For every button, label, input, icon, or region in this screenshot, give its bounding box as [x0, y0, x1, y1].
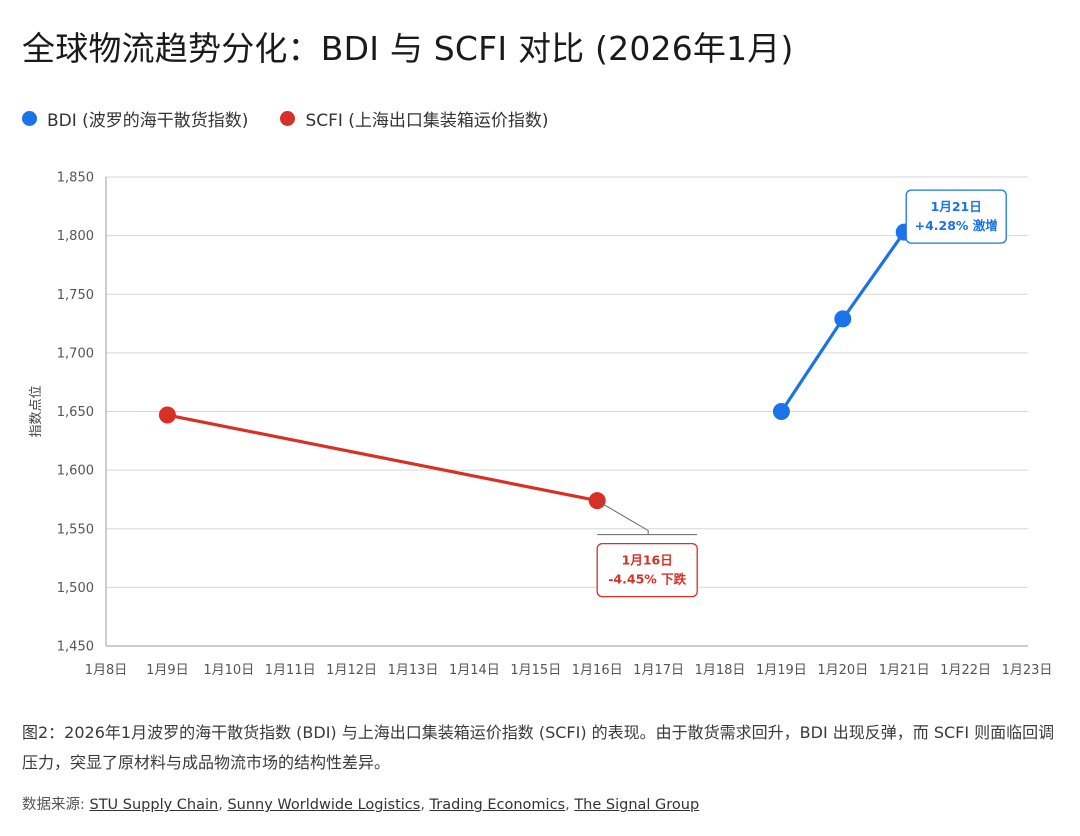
x-tick-label: 1月8日 — [85, 663, 128, 678]
source-link-trading-economics[interactable]: Trading Economics — [429, 797, 566, 813]
x-tick-label: 1月15日 — [510, 663, 561, 678]
annotation-change: -4.45% 下跌 — [608, 572, 686, 587]
annotation-leader — [596, 500, 649, 535]
source-link-signal-group[interactable]: The Signal Group — [574, 797, 700, 813]
x-tick-label: 1月18日 — [695, 663, 746, 678]
x-tick-label: 1月9日 — [146, 663, 189, 678]
y-tick-label: 1,600 — [57, 464, 94, 479]
source-link-stu[interactable]: STU Supply Chain — [89, 797, 219, 813]
y-tick-label: 1,650 — [57, 405, 94, 420]
data-point-bdi — [772, 403, 790, 420]
legend-item-scfi[interactable]: SCFI (上海出口集装箱运价指数) — [280, 106, 549, 131]
legend-item-bdi[interactable]: BDI (波罗的海干散货指数) — [22, 106, 248, 131]
source-prefix: 数据来源: — [22, 797, 90, 813]
data-point-bdi — [834, 310, 852, 328]
x-tick-label: 1月13日 — [388, 663, 439, 678]
annotation-date: 1月16日 — [622, 553, 673, 568]
x-tick-label: 1月22日 — [940, 663, 991, 678]
legend-label-bdi: BDI (波罗的海干散货指数) — [47, 111, 249, 131]
y-tick-label: 1,750 — [57, 288, 94, 303]
series-line-scfi — [167, 413, 598, 503]
x-tick-label: 1月20日 — [817, 663, 868, 678]
annotation-box — [905, 189, 1007, 244]
source-link-sunny[interactable]: Sunny Worldwide Logistics — [227, 797, 421, 813]
data-point-scfi — [158, 406, 176, 424]
legend-swatch-scfi — [280, 111, 296, 126]
legend: BDI (波罗的海干散货指数) SCFI (上海出口集装箱运价指数) — [22, 106, 549, 131]
y-axis-label: 指数点位 — [29, 385, 44, 437]
annotation-box — [596, 542, 698, 598]
y-tick-label: 1,450 — [57, 640, 94, 655]
x-tick-label: 1月16日 — [572, 663, 623, 678]
x-tick-label: 1月19日 — [756, 663, 807, 678]
figure-caption: 图2：2026年1月波罗的海干散货指数 (BDI) 与上海出口集装箱运价指数 (… — [22, 723, 1055, 772]
y-tick-label: 1,800 — [57, 229, 94, 244]
chart-title: 全球物流趋势分化：BDI 与 SCFI 对比 (2026年1月) — [22, 29, 794, 68]
x-tick-label: 1月14日 — [449, 663, 500, 678]
data-source: 数据来源: STU Supply Chain, Sunny Worldwide … — [22, 797, 700, 813]
legend-label-scfi: SCFI (上海出口集装箱运价指数) — [305, 111, 549, 131]
x-tick-label: 1月11日 — [265, 663, 316, 678]
y-tick-label: 1,700 — [57, 346, 94, 361]
line-chart: 1,450 1,500 1,550 1,600 1,650 1,700 1,750 1,800… — [29, 171, 1053, 679]
legend-swatch-bdi — [22, 111, 37, 126]
y-tick-label: 1,550 — [57, 522, 94, 537]
y-tick-label: 1,500 — [57, 581, 94, 596]
annotation-change: +4.28% 激增 — [915, 218, 998, 233]
x-tick-label: 1月21日 — [879, 663, 930, 678]
x-tick-label: 1月17日 — [633, 663, 684, 678]
x-tick-label: 1月12日 — [326, 663, 377, 678]
x-tick-label: 1月10日 — [203, 663, 254, 678]
x-tick-label: 1月23日 — [1002, 663, 1053, 678]
y-tick-label: 1,850 — [57, 171, 94, 186]
annotation-date: 1月21日 — [931, 199, 982, 214]
